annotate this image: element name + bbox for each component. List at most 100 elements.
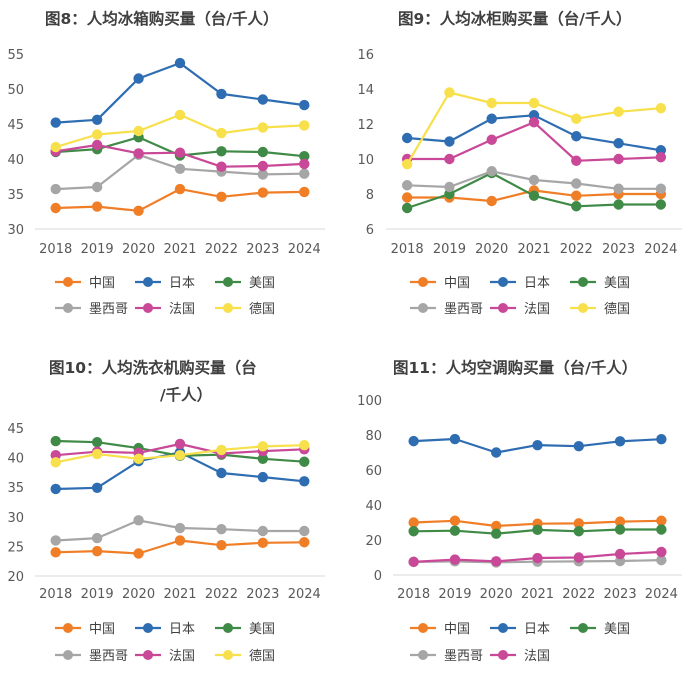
legend-swatch-marker [578, 623, 588, 633]
legend-item[interactable]: 墨西哥 [55, 649, 128, 664]
data-point-美国 [449, 525, 461, 536]
data-point-墨西哥 [299, 525, 310, 537]
data-point-美国 [571, 201, 582, 212]
y-tick-label: 30 [7, 511, 24, 526]
data-point-日本 [444, 136, 455, 147]
data-point-墨西哥 [401, 180, 413, 191]
data-point-法国 [532, 552, 543, 564]
data-point-日本 [133, 73, 144, 84]
legend-label: 墨西哥 [444, 649, 483, 664]
x-tick-label: 2020 [122, 242, 155, 257]
data-point-德国 [257, 441, 269, 452]
data-point-日本 [174, 57, 186, 69]
data-point-中国 [573, 518, 584, 529]
data-point-中国 [486, 195, 497, 207]
x-tick-label: 2022 [205, 587, 238, 602]
data-point-美国 [528, 190, 540, 201]
legend-item[interactable]: 墨西哥 [410, 649, 483, 664]
chart-title: 图11：人均空调购买量（台/千人） [393, 358, 637, 377]
x-tick-label: 2023 [246, 587, 279, 602]
data-point-法国 [571, 155, 582, 166]
legend-item[interactable]: 德国 [215, 649, 275, 664]
x-tick-label: 2023 [602, 242, 635, 257]
y-tick-label: 12 [357, 118, 374, 133]
data-point-美国 [257, 453, 269, 464]
legend-item[interactable]: 德国 [215, 302, 275, 317]
legend-swatch-marker [223, 277, 233, 287]
legend-item[interactable]: 美国 [215, 276, 275, 291]
legend-label: 法国 [524, 302, 550, 317]
legend-item[interactable]: 中国 [55, 622, 115, 637]
legend-item[interactable]: 日本 [490, 276, 550, 291]
data-point-德国 [571, 113, 582, 124]
legend-item[interactable]: 日本 [490, 622, 550, 637]
data-point-德国 [91, 448, 103, 460]
data-point-法国 [408, 556, 419, 568]
legend-item[interactable]: 美国 [215, 622, 275, 637]
data-point-德国 [401, 159, 413, 170]
data-point-墨西哥 [655, 183, 667, 194]
x-tick-label: 2018 [39, 587, 72, 602]
x-tick-label: 2024 [644, 242, 677, 257]
data-point-美国 [299, 456, 310, 467]
legend-item[interactable]: 美国 [570, 276, 630, 291]
data-point-日本 [614, 436, 626, 447]
legend-swatch-marker [63, 303, 73, 313]
data-point-德国 [133, 125, 144, 137]
legend-swatch-marker [143, 277, 153, 287]
data-point-美国 [401, 202, 413, 214]
data-point-墨西哥 [174, 163, 186, 174]
data-point-中国 [174, 535, 186, 546]
data-point-法国 [133, 148, 144, 159]
legend-label: 德国 [249, 302, 275, 317]
data-point-法国 [449, 554, 461, 565]
data-point-日本 [401, 132, 413, 144]
data-point-中国 [50, 547, 61, 558]
data-point-德国 [486, 97, 497, 109]
data-point-日本 [257, 94, 269, 105]
legend-item[interactable]: 法国 [135, 649, 195, 664]
data-point-墨西哥 [50, 183, 61, 195]
x-tick-label: 2021 [517, 242, 550, 257]
legend-item[interactable]: 日本 [135, 276, 195, 291]
legend-item[interactable]: 中国 [410, 622, 470, 637]
legend-label: 美国 [604, 622, 630, 637]
legend-label: 美国 [249, 276, 275, 291]
legend-item[interactable]: 法国 [490, 302, 550, 317]
data-point-日本 [299, 99, 310, 111]
legend-item[interactable]: 中国 [410, 276, 470, 291]
data-point-美国 [257, 146, 269, 158]
data-point-墨西哥 [486, 166, 497, 177]
data-point-墨西哥 [257, 525, 269, 537]
legend-item[interactable]: 中国 [55, 276, 115, 291]
legend-label: 法国 [169, 302, 195, 317]
legend-item[interactable]: 法国 [135, 302, 195, 317]
data-point-美国 [408, 526, 419, 537]
data-point-德国 [299, 120, 310, 131]
legend-item[interactable]: 德国 [570, 302, 630, 317]
data-point-中国 [299, 537, 310, 548]
x-tick-label: 2018 [397, 587, 430, 602]
legend-item[interactable]: 法国 [490, 649, 550, 664]
x-tick-label: 2020 [475, 242, 508, 257]
data-point-法国 [486, 134, 497, 145]
y-tick-label: 80 [365, 429, 382, 444]
x-tick-label: 2021 [521, 587, 554, 602]
data-point-德国 [50, 457, 61, 468]
legend-item[interactable]: 日本 [135, 622, 195, 637]
data-point-中国 [174, 183, 186, 195]
legend-swatch-marker [63, 277, 73, 287]
legend-item[interactable]: 美国 [570, 622, 630, 637]
data-point-美国 [491, 528, 502, 539]
data-point-日本 [50, 117, 61, 128]
data-point-德国 [613, 106, 624, 117]
data-point-中国 [449, 515, 461, 526]
y-tick-label: 10 [357, 153, 374, 168]
data-point-日本 [216, 88, 227, 100]
legend-item[interactable]: 墨西哥 [55, 302, 128, 317]
data-point-墨西哥 [91, 532, 103, 544]
data-point-美国 [656, 524, 667, 535]
legend-item[interactable]: 墨西哥 [410, 302, 483, 317]
data-point-中国 [91, 201, 103, 212]
chart-title-line-2: /千人） [160, 386, 212, 404]
